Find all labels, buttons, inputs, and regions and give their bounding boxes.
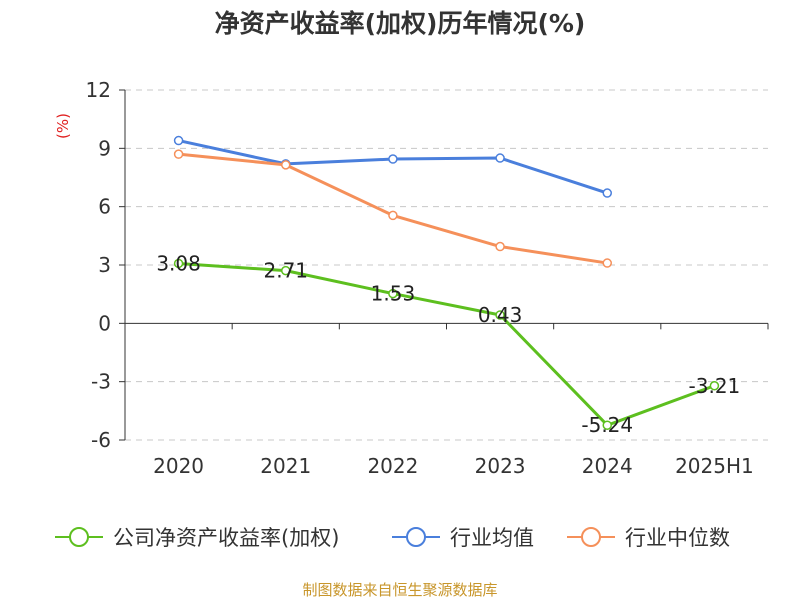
- data-point: [495, 310, 505, 320]
- data-label: -3.21: [689, 374, 741, 398]
- y-axis-label: (%): [54, 113, 72, 139]
- x-tick-label: 2023: [475, 454, 526, 478]
- grid-lines: [125, 89, 768, 441]
- y-tick-label: 12: [86, 78, 111, 102]
- data-label: -5.24: [581, 413, 633, 437]
- legend-label: 行业中位数: [625, 526, 730, 550]
- legend-marker: [581, 527, 601, 547]
- legend: 公司净资产收益率(加权) 行业均值 行业中位数: [55, 526, 730, 550]
- data-point: [602, 188, 612, 198]
- data-source-note: 制图数据来自恒生聚源数据库: [302, 581, 497, 599]
- y-tick-label: 6: [98, 195, 111, 219]
- series-line: [178, 261, 715, 427]
- data-point: [709, 381, 720, 391]
- axes: [119, 89, 769, 441]
- y-tick-label: 3: [98, 253, 111, 277]
- data-point: [388, 288, 398, 299]
- data-point: [495, 153, 505, 163]
- data-labels: 3.08 2.71 1.53 0.43 -5.24 -3.21: [156, 251, 740, 437]
- data-point: [173, 149, 184, 159]
- data-point: [281, 160, 291, 170]
- data-label: 0.43: [478, 303, 523, 327]
- y-tick-labels: -6 -3 0 3 6 9 12: [86, 78, 111, 452]
- y-tick-label: -3: [91, 370, 111, 394]
- y-tick-label: -6: [91, 428, 111, 452]
- data-point: [388, 210, 398, 221]
- data-point: [173, 258, 184, 269]
- legend-marker: [69, 527, 89, 547]
- x-tick-label: 2022: [367, 454, 418, 478]
- data-label: 3.08: [156, 251, 201, 275]
- data-label: 2.71: [263, 259, 308, 283]
- x-tick-label: 2024: [582, 454, 633, 478]
- data-point: [602, 258, 612, 268]
- data-point: [173, 135, 184, 146]
- chart-title: 净资产收益率(加权)历年情况(%): [215, 9, 586, 38]
- y-tick-label: 0: [98, 311, 111, 335]
- legend-label: 行业均值: [450, 526, 534, 550]
- data-point: [281, 265, 291, 276]
- data-label: 1.53: [371, 282, 416, 306]
- y-tick-label: 9: [98, 136, 111, 160]
- legend-label: 公司净资产收益率(加权): [113, 526, 339, 550]
- data-point: [495, 241, 505, 252]
- data-point: [602, 420, 612, 430]
- legend-marker: [406, 527, 426, 547]
- x-tick-label: 2021: [260, 454, 311, 478]
- series-layer: [173, 135, 720, 430]
- data-point: [388, 154, 398, 164]
- x-tick-label: 2020: [153, 454, 204, 478]
- x-tick-labels: 2020 2021 2022 2023 2024 2025H1: [153, 454, 754, 478]
- x-tick-label: 2025H1: [675, 454, 754, 478]
